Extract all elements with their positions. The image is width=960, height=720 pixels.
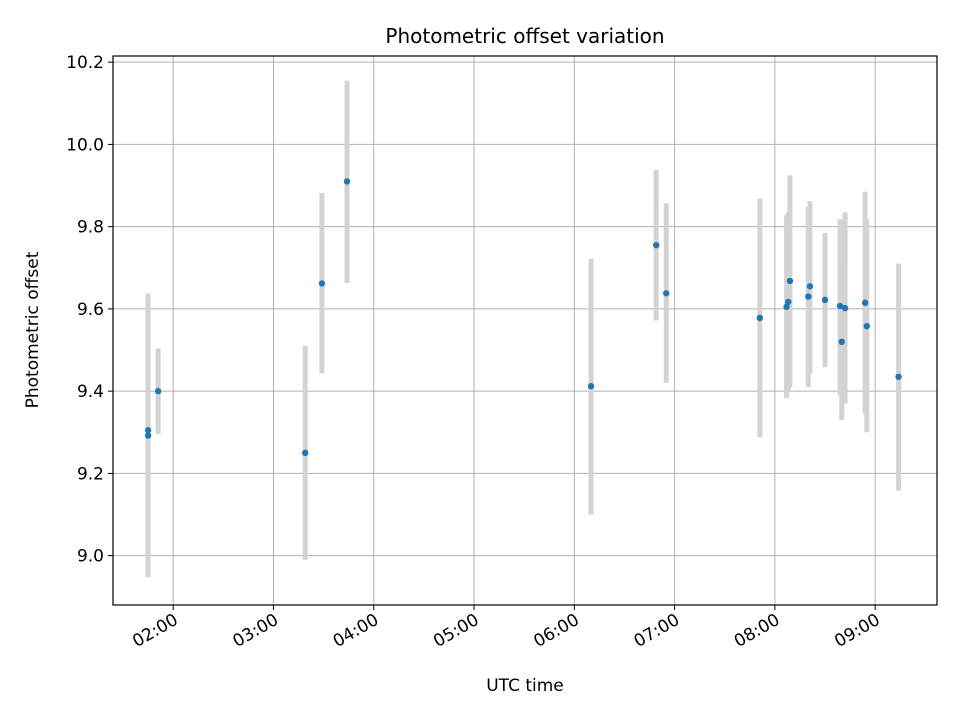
data-points [144,178,902,457]
plot-frame [112,55,938,606]
x-axis-label: UTC time [486,676,564,696]
data-point [756,314,764,322]
y-axis-label: Photometric offset [23,251,43,408]
data-point [783,303,790,311]
data-point [653,241,660,249]
data-point [895,373,902,380]
y-tick-label: 10.0 [66,135,104,155]
y-tick-label: 10.2 [66,53,104,73]
y-tick-label: 9.0 [77,547,104,567]
data-point [144,432,152,439]
y-tick-label: 9.2 [77,464,104,484]
data-point [863,322,871,330]
data-point [821,296,829,304]
data-point [785,298,792,306]
data-point [861,299,869,306]
data-point [144,427,152,434]
chart-title: Photometric offset variation [385,24,664,48]
data-point [318,280,326,287]
data-point [154,387,162,395]
data-point [302,449,309,457]
data-point [806,283,814,290]
data-point [841,304,849,312]
y-tick-label: 9.8 [77,218,104,238]
data-point [587,383,595,390]
grid-lines [113,56,937,605]
y-tick-label: 9.6 [77,300,104,320]
data-point [343,178,351,185]
data-point [786,277,794,285]
data-point [836,302,844,310]
data-point [805,293,812,300]
data-point [663,290,670,297]
y-tick-label: 9.4 [77,382,104,402]
y-axis: 9.0 9.2 9.4 9.6 9.8 10.0 10.2 [66,53,113,567]
data-point [838,338,845,346]
